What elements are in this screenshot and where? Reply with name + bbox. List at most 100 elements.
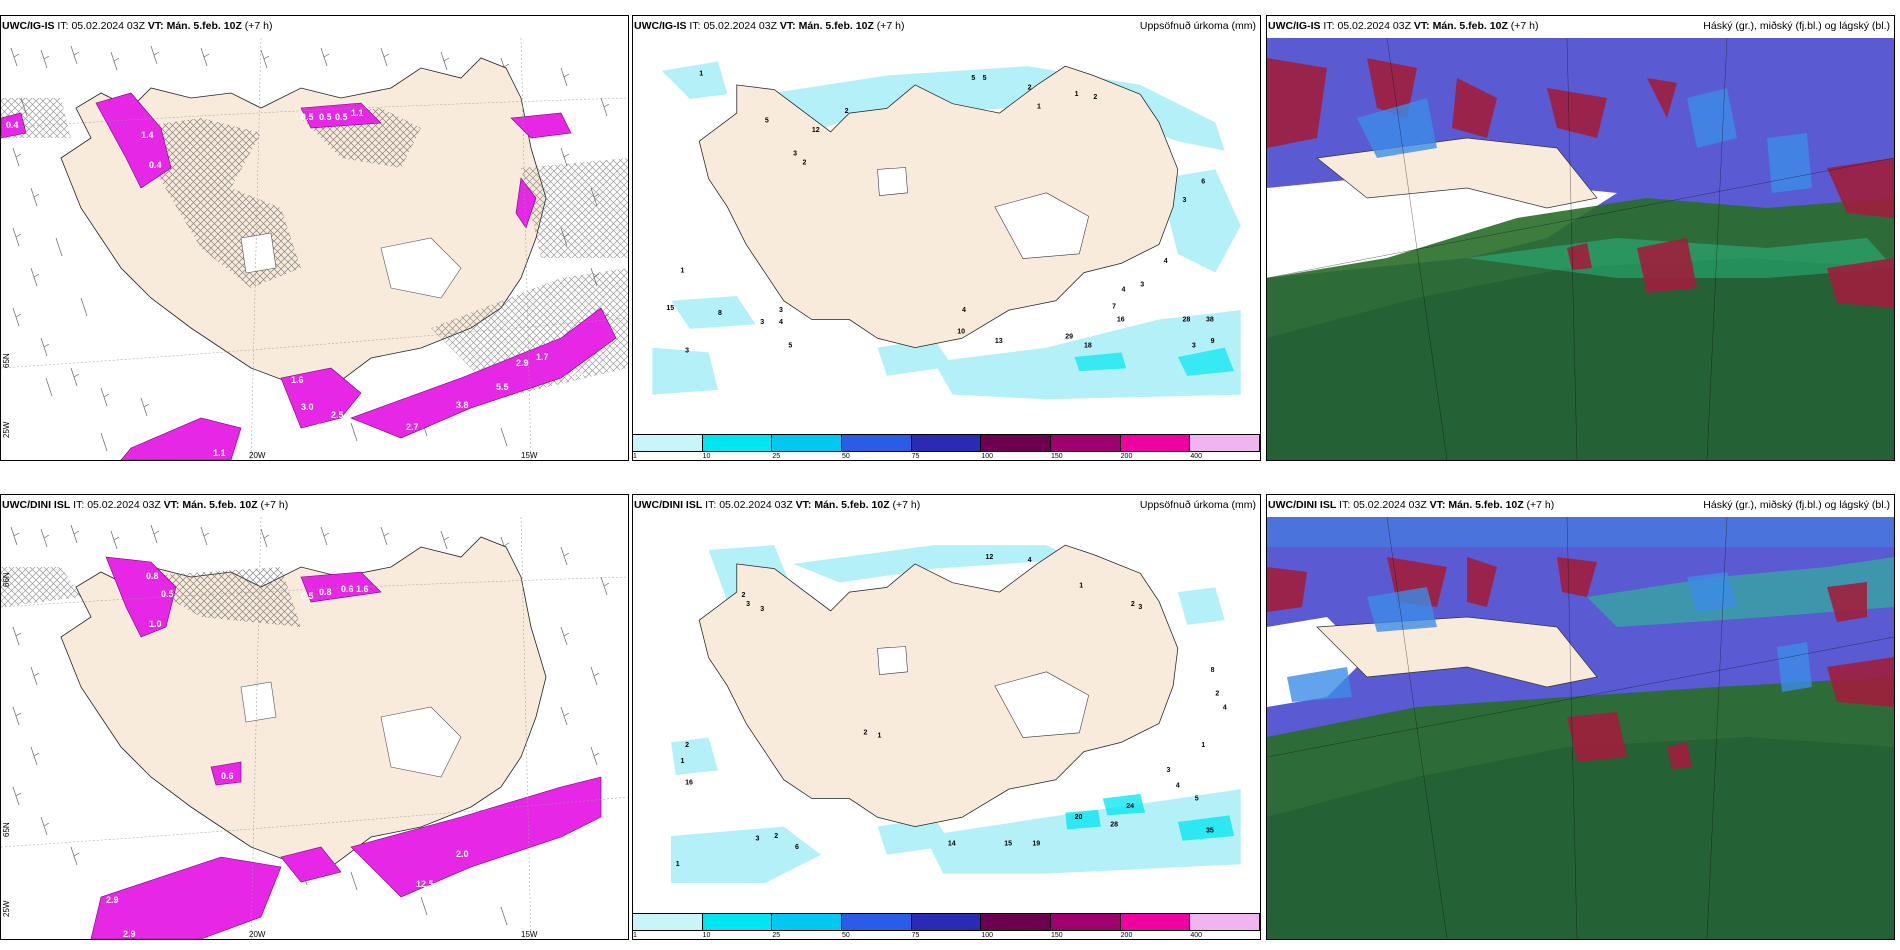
cloud-map-panel-dini: UWC/DINI ISL IT: 05.02.2024 03Z VT: Mán.…	[1266, 494, 1895, 940]
it-label: IT:	[705, 499, 717, 511]
vt-label: VT:	[163, 499, 180, 511]
svg-text:2: 2	[863, 730, 867, 737]
precip-colorbar: 1 10 25 50 75 100 150 200 400	[633, 913, 1260, 939]
svg-text:2.8: 2.8	[461, 884, 474, 894]
svg-text:2.7: 2.7	[301, 881, 314, 891]
precip-map-panel-dini: UWC/DINI ISL IT: 05.02.2024 03Z VT: Mán.…	[632, 494, 1261, 940]
lead-time: (+7 h)	[876, 20, 905, 32]
wind-values: 0.8 0.5 0.5 1.0 0.8 0.6 1.6 0.6 2.7 0.9 …	[106, 571, 594, 939]
wind-shading	[90, 556, 602, 939]
init-time: 05.02.2024 03Z	[1337, 20, 1411, 32]
iceland-land	[698, 65, 1179, 349]
low-cloud-shading	[1267, 58, 1894, 308]
svg-text:2.4: 2.4	[581, 881, 594, 891]
svg-text:1.4: 1.4	[141, 130, 154, 140]
init-time: 05.02.2024 03Z	[71, 20, 145, 32]
lead-time: (+7 h)	[244, 20, 273, 32]
wind-map: 0.4 1.4 0.5 0.4 0.5 0.5 1.1 1.6 3.0 2.5 …	[1, 38, 628, 460]
svg-text:5: 5	[971, 75, 975, 82]
svg-text:2: 2	[845, 108, 849, 115]
colorbar-tick: 25	[772, 453, 781, 460]
lon-label-25w: 25W	[2, 421, 11, 438]
svg-text:20: 20	[1075, 814, 1083, 821]
it-label: IT:	[57, 20, 69, 32]
svg-text:0.4: 0.4	[6, 120, 19, 130]
it-label: IT:	[1323, 20, 1335, 32]
cloud-map	[1267, 38, 1894, 460]
svg-text:2: 2	[685, 742, 689, 749]
colorbar-segment	[1051, 914, 1121, 930]
lat-label-65n: 65N	[2, 822, 11, 837]
svg-text:5: 5	[1195, 795, 1199, 802]
lead-time: (+7 h)	[1526, 499, 1555, 511]
lead-time: (+7 h)	[260, 499, 289, 511]
lon-label-15w: 15W	[521, 451, 538, 460]
precip-map-panel-ig: UWC/IG-IS IT: 05.02.2024 03Z VT: Mán. 5.…	[632, 15, 1261, 461]
svg-text:0.5: 0.5	[301, 112, 314, 122]
colorbar-segment	[1051, 435, 1121, 451]
init-time: 05.02.2024 03Z	[1353, 499, 1427, 511]
colorbar-segment	[1190, 435, 1260, 451]
svg-text:8: 8	[1211, 667, 1215, 674]
svg-text:38: 38	[1206, 316, 1214, 323]
colorbar-segment	[702, 914, 773, 930]
panel-field-title: Uppsöfnuð úrkoma (mm)	[1139, 20, 1256, 32]
svg-text:1: 1	[699, 71, 703, 78]
svg-text:2: 2	[802, 160, 806, 167]
panel-field-title: Háský (gr.), miðský (fj.bl.) og lágský (…	[1703, 20, 1890, 32]
model-name: UWC/IG-IS	[634, 20, 687, 32]
wind-map: 0.8 0.5 0.5 1.0 0.8 0.6 1.6 0.6 2.7 0.9 …	[1, 517, 628, 939]
model-name: UWC/DINI ISL	[634, 499, 703, 511]
svg-text:3: 3	[760, 319, 764, 326]
panel-header: UWC/DINI ISL IT: 05.02.2024 03Z VT: Mán.…	[634, 499, 920, 511]
svg-text:3.0: 3.0	[301, 402, 314, 412]
valid-time: Mán. 5.feb. 10Z	[798, 20, 874, 32]
colorbar-tick: 75	[911, 932, 920, 939]
colorbar-tick: 50	[842, 932, 850, 939]
lead-time: (+7 h)	[892, 499, 921, 511]
colorbar-segment	[981, 914, 1052, 930]
colorbar-segment	[911, 435, 982, 451]
colorbar-tick: 400	[1190, 453, 1203, 460]
svg-text:6: 6	[795, 844, 799, 851]
svg-text:14: 14	[948, 840, 956, 847]
svg-text:0.6: 0.6	[341, 584, 354, 594]
it-label: IT:	[1339, 499, 1351, 511]
valid-time: Mán. 5.feb. 10Z	[1448, 499, 1524, 511]
lat-label-65n: 65N	[2, 353, 11, 368]
lon-label-15w: 15W	[521, 930, 538, 939]
svg-text:1: 1	[1201, 742, 1205, 749]
svg-text:12: 12	[812, 127, 820, 134]
svg-text:15: 15	[666, 305, 674, 312]
init-time: 05.02.2024 03Z	[87, 499, 161, 511]
colorbar-tick: 100	[981, 932, 994, 939]
init-time: 05.02.2024 03Z	[703, 20, 777, 32]
init-time: 05.02.2024 03Z	[719, 499, 793, 511]
vt-label: VT:	[1429, 499, 1446, 511]
colorbar-segment	[1190, 914, 1260, 930]
colorbar-tick: 100	[981, 453, 994, 460]
wind-map-panel-dini: UWC/DINI ISL IT: 05.02.2024 03Z VT: Mán.…	[0, 494, 629, 940]
svg-text:4.7: 4.7	[546, 877, 559, 887]
svg-text:0.5: 0.5	[335, 112, 348, 122]
svg-text:3: 3	[1183, 197, 1187, 204]
svg-text:4: 4	[962, 307, 966, 314]
cloud-map-panel-ig: UWC/IG-IS IT: 05.02.2024 03Z VT: Mán. 5.…	[1266, 15, 1895, 461]
svg-text:5.5: 5.5	[496, 382, 509, 392]
panel-header: UWC/DINI ISL IT: 05.02.2024 03Z VT: Mán.…	[1268, 499, 1554, 511]
svg-text:2: 2	[1028, 85, 1032, 92]
wind-map-panel-ig: UWC/IG-IS IT: 05.02.2024 03Z VT: Mán. 5.…	[0, 15, 629, 461]
svg-text:1.6: 1.6	[291, 375, 304, 385]
svg-text:0.8: 0.8	[319, 587, 332, 597]
svg-text:2: 2	[774, 833, 778, 840]
precip-map: 1 5 12 3 2 2 5 5 2 1 1 2 6 3 4 3 4 7 16 …	[652, 38, 1241, 410]
svg-text:16: 16	[685, 779, 693, 786]
svg-text:3: 3	[1167, 767, 1171, 774]
svg-text:0.8: 0.8	[146, 571, 159, 581]
svg-text:2: 2	[1093, 94, 1097, 101]
svg-text:3: 3	[1192, 343, 1196, 350]
precip-values: 1 5 12 3 2 2 5 5 2 1 1 2 6 3 4 3 4 7 16 …	[666, 71, 1214, 355]
colorbar-tick: 10	[702, 453, 711, 460]
svg-text:1: 1	[676, 861, 680, 868]
svg-text:0.5: 0.5	[161, 589, 174, 599]
